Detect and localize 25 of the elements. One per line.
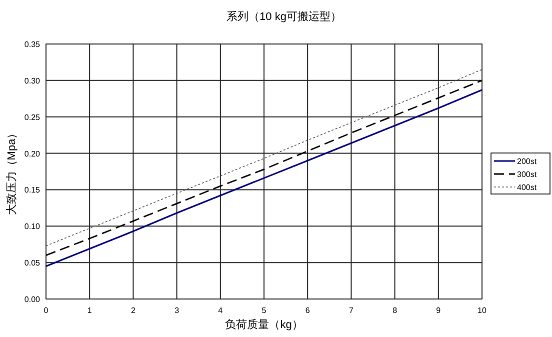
legend-label: 300st — [517, 170, 538, 179]
y-tick-label: 0.25 — [24, 112, 41, 122]
x-tick-label: 5 — [262, 306, 267, 315]
legend-label: 400st — [517, 183, 538, 192]
y-tick-label: 0.00 — [24, 295, 41, 304]
x-tick-label: 4 — [218, 306, 224, 315]
x-tick-label: 7 — [348, 306, 354, 315]
chart-title: 系列（10 kg可搬运型） — [226, 10, 342, 23]
y-tick-label: 0.30 — [24, 76, 41, 86]
x-tick-label: 3 — [174, 306, 180, 315]
x-tick-label: 1 — [87, 306, 92, 315]
x-tick-label: 10 — [478, 306, 487, 315]
x-tick-label: 6 — [305, 306, 310, 315]
legend-label: 200st — [517, 157, 538, 166]
x-axis-title: 负荷质量（kg） — [225, 318, 303, 331]
y-tick-label: 0.10 — [24, 222, 41, 232]
y-tick-label: 0.20 — [24, 149, 41, 158]
y-tick-label: 0.05 — [24, 258, 41, 268]
y-tick-label: 0.35 — [24, 40, 41, 49]
y-axis-title: 大致压力（Mpa） — [5, 128, 18, 216]
x-tick-label: 2 — [130, 306, 136, 315]
x-tick-label: 8 — [392, 306, 398, 315]
y-tick-label: 0.15 — [24, 186, 41, 195]
x-tick-label: 9 — [436, 306, 442, 315]
x-tick-label: 0 — [44, 306, 49, 315]
